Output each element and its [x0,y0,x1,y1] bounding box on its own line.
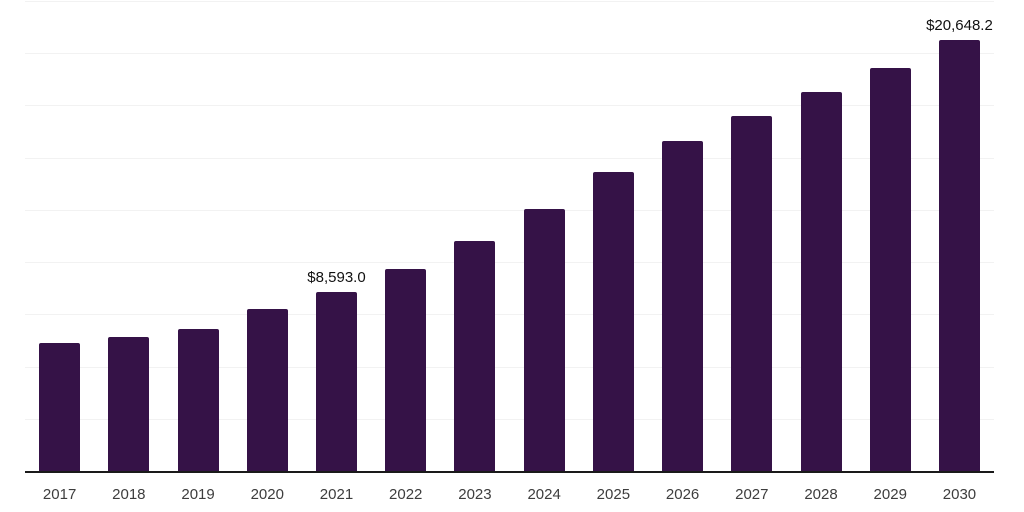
x-tick-2021: 2021 [319,486,354,503]
bar-slot-2030: $20,648.2 [925,1,994,471]
bar-slot-2018 [94,1,163,471]
bar-slot-2025 [579,1,648,471]
gridline-22500 [25,1,994,2]
plot-area: $8,593.0 $20,648.2 [25,1,994,473]
bar-2027 [731,115,773,471]
x-tick-2030: 2030 [942,486,977,503]
bar-slot-2026 [648,1,717,471]
x-tick-2019: 2019 [181,486,215,503]
bar-2030 [938,39,980,471]
x-tick-2018: 2018 [112,486,146,503]
bar-2017 [39,343,81,471]
bar-2019 [177,329,219,471]
gridline-7500 [25,314,994,316]
bar-slot-2028 [786,1,855,471]
bar-slot-2020 [233,1,302,471]
gridline-5000 [25,366,994,368]
gridline-12500 [25,209,994,211]
x-tick-2017: 2017 [42,486,77,503]
data-label-2021: $8,593.0 [307,268,366,286]
x-tick-2026: 2026 [665,486,700,503]
bar-slot-2029 [856,1,925,471]
x-tick-2020: 2020 [250,486,284,503]
bar-slot-2017 [25,1,94,471]
gridline-15000 [25,157,994,159]
x-tick-2027: 2027 [735,486,769,503]
x-axis-labels: 2017 2018 2019 2020 2021 2022 2023 2024 2025 2026… [25,473,994,503]
bar-slot-2019 [163,1,232,471]
bar-slot-2022 [371,1,440,471]
bar-slot-2027 [717,1,786,471]
bar-2022 [385,268,427,471]
bars-row: $8,593.0 $20,648.2 [25,1,994,471]
bar-2029 [869,67,911,471]
gridline-10000 [25,262,994,264]
x-tick-2023: 2023 [458,486,492,503]
x-tick-2029: 2029 [873,486,907,503]
bar-2025 [592,172,634,471]
bar-2020 [246,309,288,471]
gridline-20000 [25,53,994,55]
bar-2026 [662,141,704,471]
bar-2024 [523,209,565,471]
bar-2023 [454,241,496,471]
x-tick-2024: 2024 [527,486,561,503]
bar-2028 [800,91,842,471]
bar-slot-2024 [510,1,579,471]
bar-2021 [315,291,357,471]
data-label-2030: $20,648.2 [926,16,993,34]
gridline-2500 [25,418,994,420]
x-tick-2025: 2025 [596,486,631,503]
bar-2018 [108,336,150,471]
bar-slot-2021: $8,593.0 [302,1,371,471]
gridline-17500 [25,105,994,107]
x-tick-2022: 2022 [389,486,423,503]
bar-slot-2023 [440,1,509,471]
x-tick-2028: 2028 [804,486,838,503]
